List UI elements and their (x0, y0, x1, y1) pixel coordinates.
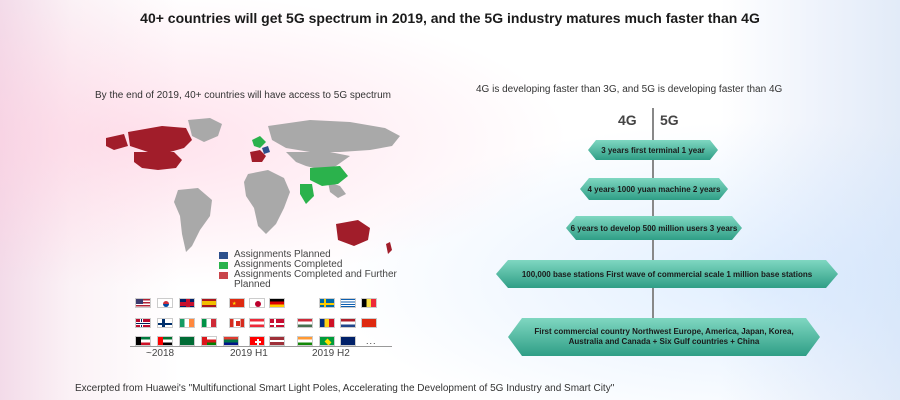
legend-swatch-red (219, 272, 228, 279)
flags-more-ellipsis: ... (366, 336, 377, 346)
flag-icon-kuwait (135, 336, 151, 346)
flag-icon-norway (135, 318, 151, 328)
milestone-banner-1000yuan: 4 years 1000 yuan machine 2 years (580, 178, 728, 200)
legend-label: Assignments Completed and Further Planne… (234, 269, 397, 290)
map-land (174, 118, 400, 252)
flag-icon-denmark (269, 318, 285, 328)
flag-icon-oman (201, 336, 217, 346)
flag-icon-switzerland (249, 336, 265, 346)
milestone-text-block: First commercial country Northwest Europ… (508, 318, 820, 356)
flag-icon-spain (201, 298, 217, 308)
flag-icon-saudi (179, 336, 195, 346)
legend-swatch-green (219, 262, 228, 269)
flag-icon-netherlands (340, 318, 356, 328)
milestone-line-1: First commercial country Northwest Europ… (534, 327, 794, 336)
flag-icon-australia (340, 336, 356, 346)
flag-icon-hungary (297, 318, 313, 328)
legend-item-planned: Assignments Planned (219, 250, 419, 260)
usa-shape (134, 152, 182, 170)
flag-icon-uk (179, 298, 195, 308)
europe-green-shape (252, 136, 266, 148)
timeline-label-2018: ~2018 (146, 348, 175, 359)
banner-shape (588, 140, 718, 160)
flag-icon-uae (157, 336, 173, 346)
europe-red-shape (250, 150, 266, 162)
flag-icon-finland (157, 318, 173, 328)
milestone-text: 100,000 base stations First wave of comm… (521, 269, 813, 279)
flag-icon-italy (201, 318, 217, 328)
map-red-countries (106, 126, 392, 254)
russia-shape (268, 120, 400, 152)
flag-icon-sweden (319, 298, 335, 308)
china-shape (310, 166, 348, 186)
timeline-label-2019h2: 2019 H2 (312, 348, 350, 359)
milestone-text: 3 years first terminal 1 year (601, 145, 705, 155)
sea-shape (328, 182, 346, 198)
flag-icon-japan (249, 298, 265, 308)
map-blue-countries (262, 146, 270, 154)
column-heading-4g: 4G (618, 112, 637, 128)
africa-shape (244, 170, 290, 234)
australia-shape (336, 220, 370, 246)
banner-shape (580, 178, 728, 200)
flag-icon-austria (249, 318, 265, 328)
milestone-text: 4 years 1000 yuan machine 2 years (587, 184, 721, 194)
world-map (106, 118, 400, 254)
flag-icon-latvia (269, 336, 285, 346)
legend-label: Assignments Planned (234, 249, 331, 260)
banner-shape (566, 216, 742, 240)
milestone-banner-first-commercial: First commercial country Northwest Europ… (508, 318, 820, 356)
legend-swatch-blue (219, 252, 228, 259)
flag-icon-usa (135, 298, 151, 308)
milestone-text: 6 years to develop 500 million users 3 y… (570, 223, 738, 233)
milestone-banner-base-stations: 100,000 base stations First wave of comm… (496, 260, 838, 288)
greenland-shape (188, 118, 222, 142)
legend-item-completed-further: Assignments Completed and Further Planne… (219, 270, 419, 290)
slide-title: 40+ countries will get 5G spectrum in 20… (140, 10, 760, 26)
map-legend: Assignments Planned Assignments Complete… (219, 250, 419, 290)
right-subtitle: 4G is developing faster than 3G, and 5G … (476, 84, 783, 95)
country-flags: ★ ... (130, 298, 390, 350)
source-footer: Excerpted from Huawei's "Multifunctional… (75, 383, 615, 394)
banner-shape (496, 260, 838, 288)
legend-item-completed: Assignments Completed (219, 260, 419, 270)
banner-shape (508, 318, 820, 356)
timeline-axis (130, 346, 392, 347)
column-heading-5g: 5G (660, 112, 679, 128)
left-subtitle: By the end of 2019, 40+ countries will h… (95, 90, 391, 101)
nz-shape (386, 242, 392, 254)
legend-label: Assignments Completed (234, 259, 343, 270)
flag-icon-belgium (361, 298, 377, 308)
south-america-shape (174, 188, 212, 252)
flag-icon-hongkong (361, 318, 377, 328)
map-green-countries (252, 136, 348, 204)
milestone-banner-terminal: 3 years first terminal 1 year (588, 140, 718, 160)
milestone-banner-500m-users: 6 years to develop 500 million users 3 y… (566, 216, 742, 240)
flag-icon-canada (229, 318, 245, 328)
flag-icon-greece (340, 298, 356, 308)
flag-icon-romania (319, 318, 335, 328)
india-shape (300, 184, 314, 204)
flag-icon-germany (269, 298, 285, 308)
flag-icon-ireland (179, 318, 195, 328)
timeline-label-2019h1: 2019 H1 (230, 348, 268, 359)
flag-icon-brazil (319, 336, 335, 346)
canada-shape (128, 126, 192, 152)
flag-icon-korea (157, 298, 173, 308)
flag-icon-india (297, 336, 313, 346)
milestone-line-2: Australia and Canada + Six Gulf countrie… (568, 337, 760, 346)
asia-shape (286, 152, 350, 170)
europe-blue-shape (262, 146, 270, 154)
alaska-shape (106, 134, 128, 150)
flag-icon-southafrica (223, 336, 239, 346)
flag-icon-china: ★ (229, 298, 245, 308)
